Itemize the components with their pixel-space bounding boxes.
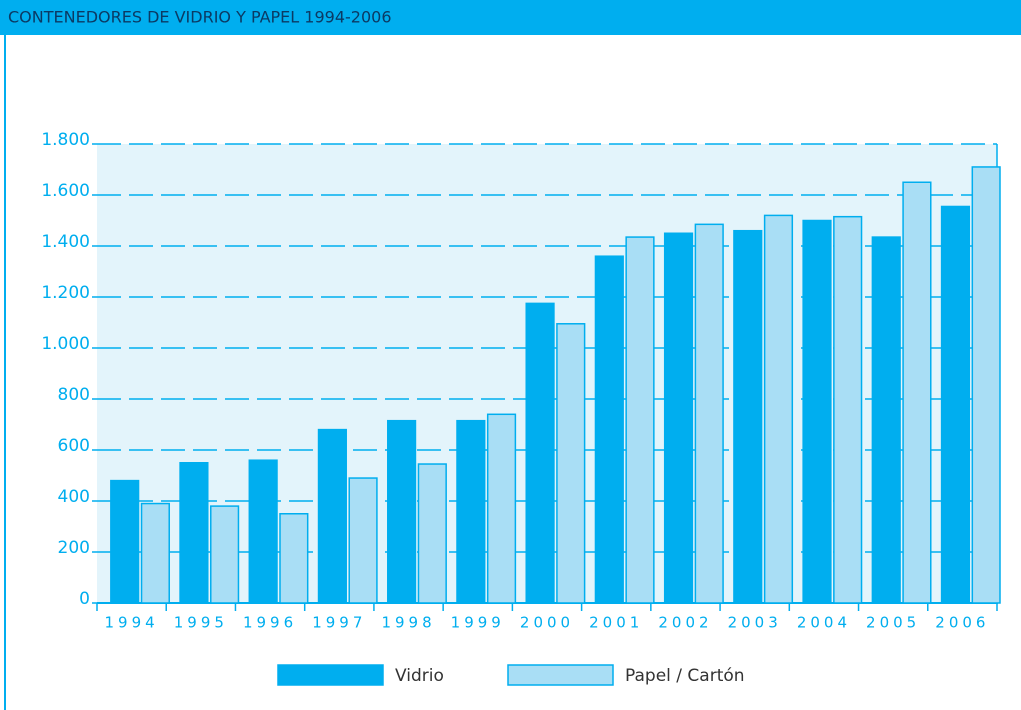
bar xyxy=(110,479,140,604)
bar xyxy=(694,223,724,604)
chart-title: CONTENEDORES DE VIDRIO Y PAPEL 1994-2006 xyxy=(8,8,392,27)
header-bar xyxy=(0,0,1021,35)
y-tick-label: 400 xyxy=(58,487,90,507)
legend-label: Papel / Cartón xyxy=(625,666,745,686)
legend-label: Vidrio xyxy=(395,666,444,686)
x-tick-label: 2000 xyxy=(520,614,574,632)
bar xyxy=(663,232,694,604)
x-tick-label: 1997 xyxy=(312,614,366,632)
y-tick-label: 600 xyxy=(58,436,90,456)
bar xyxy=(940,205,971,604)
bar xyxy=(556,323,586,604)
bar xyxy=(210,505,240,604)
bar xyxy=(348,477,378,604)
bar xyxy=(594,255,624,604)
legend-swatch xyxy=(507,664,614,686)
bar xyxy=(625,236,655,604)
bar xyxy=(279,513,309,604)
x-tick-label: 2005 xyxy=(866,614,920,632)
x-tick-label: 2003 xyxy=(728,614,782,632)
x-tick-label: 1998 xyxy=(381,614,435,632)
y-tick-label: 1.600 xyxy=(41,181,90,201)
x-tick-label: 2001 xyxy=(589,614,643,632)
x-tick-label: 2006 xyxy=(935,614,989,632)
bar xyxy=(179,462,209,604)
bar xyxy=(248,459,278,604)
bar xyxy=(902,181,932,604)
x-tick-label: 1995 xyxy=(174,614,228,632)
bar xyxy=(486,413,517,604)
bar xyxy=(387,419,417,604)
bar xyxy=(525,302,555,604)
bar xyxy=(833,215,863,604)
legend-swatch xyxy=(277,664,384,686)
bar xyxy=(763,214,794,604)
bar xyxy=(871,236,901,604)
y-tick-label: 1.400 xyxy=(41,232,90,252)
y-tick-label: 800 xyxy=(58,385,90,405)
bar xyxy=(317,428,347,604)
bar xyxy=(456,419,486,604)
x-tick-label: 2002 xyxy=(658,614,712,632)
x-tick-label: 1994 xyxy=(105,614,159,632)
y-tick-label: 1.000 xyxy=(41,334,90,354)
x-tick-label: 1996 xyxy=(243,614,297,632)
y-tick-label: 1.200 xyxy=(41,283,90,303)
bar xyxy=(417,463,447,604)
bar xyxy=(971,166,1001,604)
bar xyxy=(733,229,763,604)
x-tick-label: 2004 xyxy=(797,614,851,632)
bar xyxy=(140,502,170,604)
x-tick-label: 1999 xyxy=(451,614,505,632)
y-tick-label: 0 xyxy=(79,589,90,609)
y-tick-label: 1.800 xyxy=(41,130,90,150)
bar xyxy=(802,219,832,604)
y-tick-label: 200 xyxy=(58,538,90,558)
